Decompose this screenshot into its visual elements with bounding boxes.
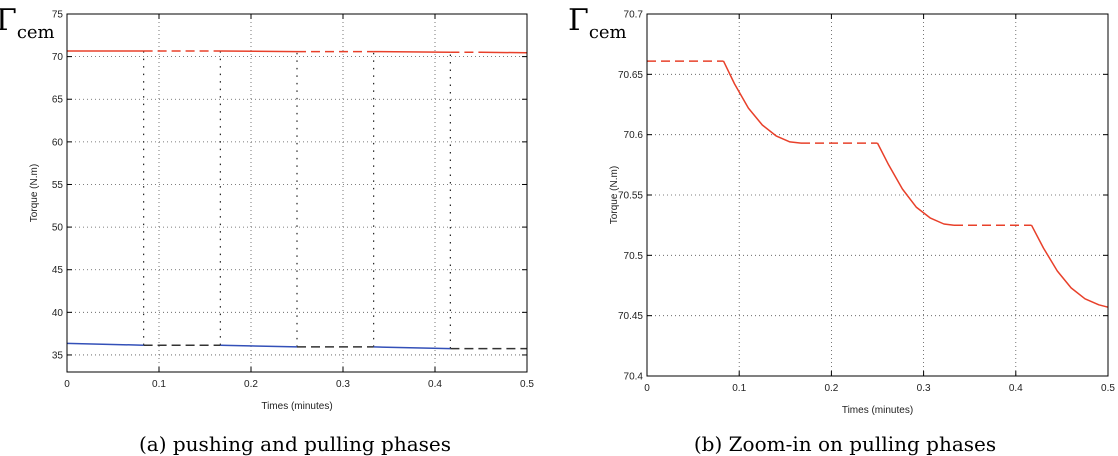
caption-a: (a) pushing and pulling phases	[139, 432, 451, 456]
y-tick-label: 40	[52, 308, 64, 319]
y-tick-label: 55	[52, 180, 64, 191]
x-tick-label: 0.3	[917, 383, 931, 394]
corner-label-a: Γcem	[0, 3, 55, 43]
panel-b: 0 0.1 0.2 0.3 0.4 0.5 70.4 70.45 70.5 70.55 70.6 70…	[568, 3, 1115, 456]
series-line-a	[220, 344, 298, 348]
x-tick-label: 0.1	[732, 383, 746, 394]
corner-label-sub-b: cem	[589, 22, 627, 43]
y-tick-label: 45	[52, 265, 64, 276]
x-tick-label: 0.5	[520, 379, 534, 390]
series-b	[647, 60, 1109, 308]
y-axis-label-b: Torque (N.m)	[609, 166, 620, 224]
y-axis-label-a: Torque (N.m)	[29, 164, 40, 222]
series-line-b	[1030, 224, 1109, 308]
y-tick-label: 35	[52, 350, 64, 361]
caption-b: (b) Zoom-in on pulling phases	[694, 432, 996, 456]
panel-a: 0 0.1 0.2 0.3 0.4 0.5 35 40 45 50 55 60 65 70 75 Times…	[0, 3, 534, 456]
grid-b	[647, 14, 1108, 376]
corner-label-b: Γcem	[568, 3, 627, 43]
corner-label-main-a: Γ	[0, 3, 17, 38]
x-tick-label: 0.2	[824, 383, 838, 394]
grid-a	[67, 14, 527, 372]
x-tick-label: 0.4	[428, 379, 442, 390]
y-tick-label: 70.7	[624, 10, 644, 21]
y-tick-label: 70.55	[618, 191, 643, 202]
series-line-a	[220, 50, 298, 53]
y-tick-label: 70.5	[624, 251, 644, 262]
x-tick-label: 0.2	[244, 379, 258, 390]
series-line-a	[480, 51, 528, 54]
corner-label-main-b: Γ	[568, 3, 589, 38]
y-tick-label: 65	[52, 95, 64, 106]
x-tick-label: 0.3	[336, 379, 350, 390]
x-axis-label-b: Times (minutes)	[842, 405, 913, 416]
series-a	[66, 50, 528, 350]
y-tick-label: 70.6	[624, 130, 644, 141]
y-tick-label: 70.4	[624, 372, 644, 383]
ticks-b: 0 0.1 0.2 0.3 0.4 0.5 70.4 70.45 70.5 70.55 70.6 70…	[618, 10, 1115, 395]
series-line-b	[722, 60, 802, 144]
y-tick-label: 70.45	[618, 311, 643, 322]
y-tick-label: 70	[52, 52, 64, 63]
series-line-a	[373, 346, 451, 350]
plot-frame-b	[646, 13, 1109, 377]
series-line-a	[66, 342, 144, 346]
y-tick-label: 70.65	[618, 70, 643, 81]
x-tick-label: 0	[64, 379, 70, 390]
x-tick-label: 0.1	[152, 379, 166, 390]
y-tick-label: 75	[52, 10, 64, 21]
series-line-a	[373, 50, 451, 53]
plot-frame-a	[66, 13, 528, 373]
x-tick-label: 0	[644, 383, 650, 394]
y-tick-label: 50	[52, 223, 64, 234]
ticks-a: 0 0.1 0.2 0.3 0.4 0.5 35 40 45 50 55 60 65 70 75	[52, 10, 535, 391]
x-axis-label-a: Times (minutes)	[261, 401, 332, 412]
corner-label-sub-a: cem	[17, 22, 55, 43]
x-tick-label: 0.4	[1009, 383, 1023, 394]
y-tick-label: 60	[52, 137, 64, 148]
series-line-b	[876, 142, 955, 226]
x-tick-label: 0.5	[1101, 383, 1115, 394]
